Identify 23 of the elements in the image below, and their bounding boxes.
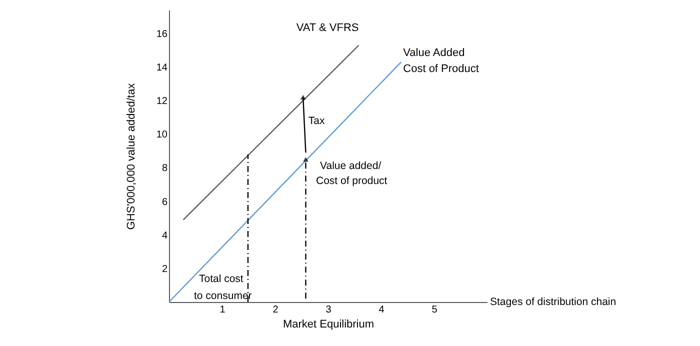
x-tick-label: 2	[272, 304, 279, 316]
y-tick-label: 2	[162, 264, 168, 275]
x-tick-label: 1	[220, 304, 226, 316]
y-tick-label: 4	[162, 230, 168, 242]
annotation: Total cost	[199, 273, 244, 285]
annotation: Value added/	[320, 160, 382, 172]
text: Stages of distribution chain	[490, 296, 616, 308]
x-tick-label: 5	[432, 304, 438, 316]
series-label: Value Added Cost of Product	[403, 47, 479, 76]
annotation: Tax	[308, 114, 326, 127]
y-tick-label: 16	[156, 28, 168, 40]
y-tick-label: 8	[162, 163, 168, 174]
x-tick-label: 4	[378, 304, 385, 316]
annotation: to consumer	[194, 290, 252, 302]
x-tick-label: 3	[326, 304, 332, 316]
y-tick-label: 12	[156, 96, 168, 108]
annotation: Cost of product	[316, 175, 388, 187]
y-tick-label: 6	[162, 196, 168, 208]
y-tick-label: 10	[156, 130, 168, 141]
y-axis-title: GHS'000,000 value added/tax	[125, 82, 138, 230]
series-label: VAT & VFRS	[296, 22, 359, 34]
x-axis-title: Market Equilibrium	[282, 318, 374, 330]
y-tick-label: 14	[156, 62, 168, 74]
